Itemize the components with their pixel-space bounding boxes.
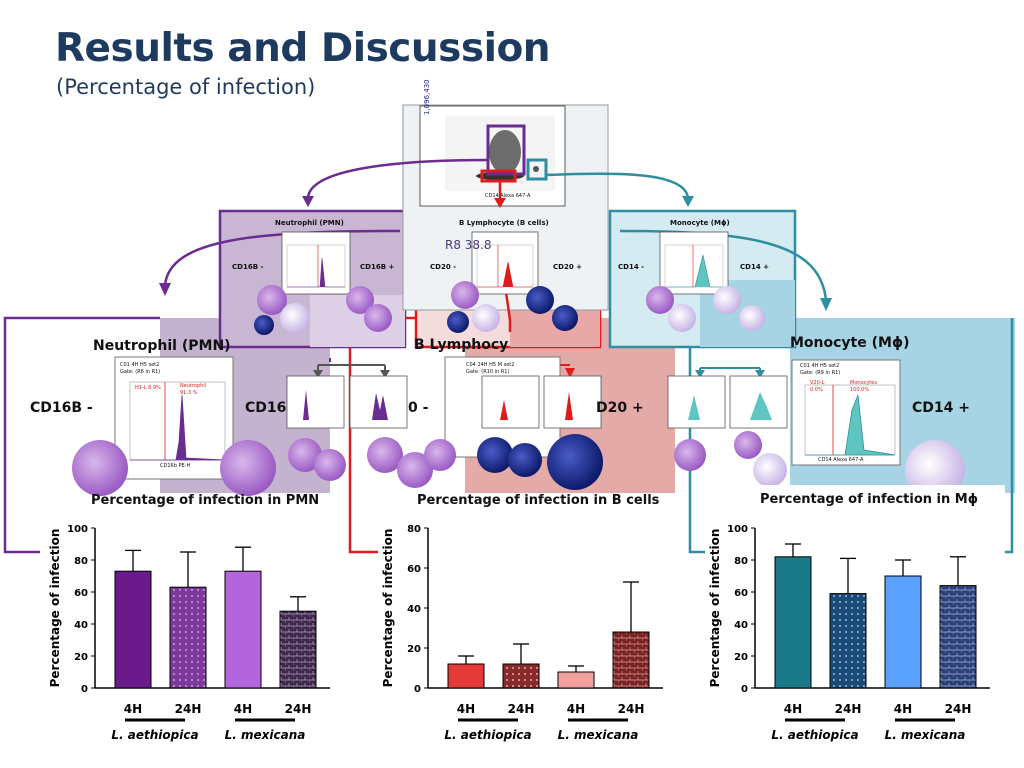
x-tick-label: 4H <box>234 702 252 716</box>
page-subtitle: (Percentage of infection) <box>56 75 316 99</box>
mono-hist-pos-pct: 100.0% <box>850 387 870 393</box>
y-tick-label: 0 <box>741 684 748 695</box>
bar <box>502 663 540 689</box>
bar <box>114 570 152 689</box>
bar <box>447 663 485 689</box>
pmn-box-title: Neutrophil (PMN) <box>275 219 344 227</box>
species-label: L. mexicana <box>885 728 966 742</box>
y-tick-label: 100 <box>727 524 748 535</box>
bcell-box-left: CD20 - <box>430 263 457 271</box>
x-tick-label: 24H <box>835 702 862 716</box>
chart-mono: Percentage of infection 0 20 40 60 80 100 4H 24H… <box>708 524 990 742</box>
y-tick-label: 60 <box>407 564 421 575</box>
y-tick-label: 80 <box>74 556 88 567</box>
y-axis-label: Percentage of infection <box>48 529 62 688</box>
x-tick-label: 24H <box>945 702 972 716</box>
bcell-box-right: CD20 + <box>553 263 582 271</box>
y-tick-label: 40 <box>74 620 88 631</box>
x-tick-label: 24H <box>285 702 312 716</box>
bar <box>612 631 650 689</box>
bcell-box-title: B Lymphocyte (B cells) <box>459 219 549 227</box>
mono-hist-neg-pct: 0.0% <box>810 387 823 393</box>
y-tick-label: 20 <box>74 652 88 663</box>
bar <box>939 585 977 689</box>
species-label: L. mexicana <box>558 728 639 742</box>
mono-hist-pos-label: Monocytes <box>850 380 877 386</box>
y-tick-label: 0 <box>414 684 421 695</box>
main-plot-ytick: 1,096,430 <box>423 79 431 115</box>
y-tick-label: 40 <box>734 620 748 631</box>
species-label: L. aethiopica <box>771 728 858 742</box>
pmn-box-right: CD16B + <box>360 263 395 271</box>
bar <box>224 570 262 689</box>
bcell-panel-title: B Lymphocy <box>414 337 509 353</box>
y-tick-label: 60 <box>74 588 88 599</box>
bcell-hist-gate: Gate: (R10 in R1) <box>466 369 510 375</box>
mono-panel-title: Monocyte (Mϕ) <box>790 335 910 351</box>
y-tick-label: 80 <box>407 524 421 535</box>
x-tick-label: 24H <box>508 702 535 716</box>
bcell-panel-right: D20 + <box>596 400 644 416</box>
bar <box>774 556 812 689</box>
mono-hist-xaxis: CD14 Alexa 647-A <box>818 457 864 463</box>
x-tick-label: 4H <box>784 702 802 716</box>
y-axis-label: Percentage of infection <box>708 529 722 688</box>
main-plot-gate: R8 38.8 <box>445 238 492 252</box>
bcell-hist-header: C04 24H H5 M set2 <box>466 362 515 368</box>
bar <box>829 593 867 689</box>
x-tick-label: 4H <box>894 702 912 716</box>
bar <box>279 610 317 689</box>
y-tick-label: 60 <box>734 588 748 599</box>
chart-bcell: Percentage of infection 0 20 40 60 80 4H 24H 4H 2… <box>381 524 663 742</box>
main-plot-xlabel: CD14 Alexa 647-A <box>485 193 531 199</box>
y-tick-label: 0 <box>81 684 88 695</box>
x-tick-label: 24H <box>618 702 645 716</box>
mono-box-left: CD14 - <box>618 263 645 271</box>
x-tick-label: 24H <box>175 702 202 716</box>
pmn-hist-neg: H1-L 8.9% <box>135 385 161 391</box>
mono-hist-neg-label: V20-L <box>810 380 825 386</box>
mono-box-right: CD14 + <box>740 263 769 271</box>
page-title: Results and Discussion <box>55 26 551 71</box>
y-tick-label: 40 <box>407 604 421 615</box>
species-label: L. aethiopica <box>111 728 198 742</box>
y-axis-label: Percentage of infection <box>381 529 395 688</box>
y-tick-label: 100 <box>67 524 88 535</box>
x-tick-label: 4H <box>457 702 475 716</box>
pmn-hist-pos-label: Neutrophil <box>180 383 207 389</box>
pmn-panel-title: Neutrophil (PMN) <box>93 338 231 354</box>
chart-pmn: Percentage of infection 0 20 40 60 80 100 4H 24H… <box>48 524 330 742</box>
mono-hist-header: C01 4H H5 set2 <box>800 363 840 369</box>
chart-bcell-title: Percentage of infection in B cells <box>417 493 660 508</box>
pmn-hist-pos-pct: 91.3 % <box>180 390 198 396</box>
pmn-panel-right: CD16 <box>245 400 287 416</box>
pmn-panel-left: CD16B - <box>30 400 93 416</box>
bar <box>169 586 207 689</box>
pmn-box-left: CD16B - <box>232 263 264 271</box>
mono-box-title: Monocyte (Mϕ) <box>670 219 730 227</box>
chart-pmn-title: Percentage of infection in PMN <box>91 493 320 508</box>
pmn-hist-gate: Gate: (R6 in R1) <box>120 369 161 375</box>
y-tick-label: 20 <box>734 652 748 663</box>
mono-panel-right: CD14 + <box>912 400 970 416</box>
bar <box>884 575 922 689</box>
chart-mono-title: Percentage of infection in Mϕ <box>760 492 979 507</box>
y-tick-label: 80 <box>734 556 748 567</box>
y-tick-label: 20 <box>407 644 421 655</box>
pmn-hist-xaxis: CD16b PE-H <box>160 463 191 469</box>
x-tick-label: 4H <box>567 702 585 716</box>
bcell-panel-left: 0 - <box>408 400 429 416</box>
x-tick-label: 4H <box>124 702 142 716</box>
species-label: L. aethiopica <box>444 728 531 742</box>
mono-hist-gate: Gate: (R9 in R1) <box>800 370 841 376</box>
bar <box>557 671 595 689</box>
pmn-hist-header: C01 4H H5 set2 <box>120 362 160 368</box>
species-label: L. mexicana <box>225 728 306 742</box>
